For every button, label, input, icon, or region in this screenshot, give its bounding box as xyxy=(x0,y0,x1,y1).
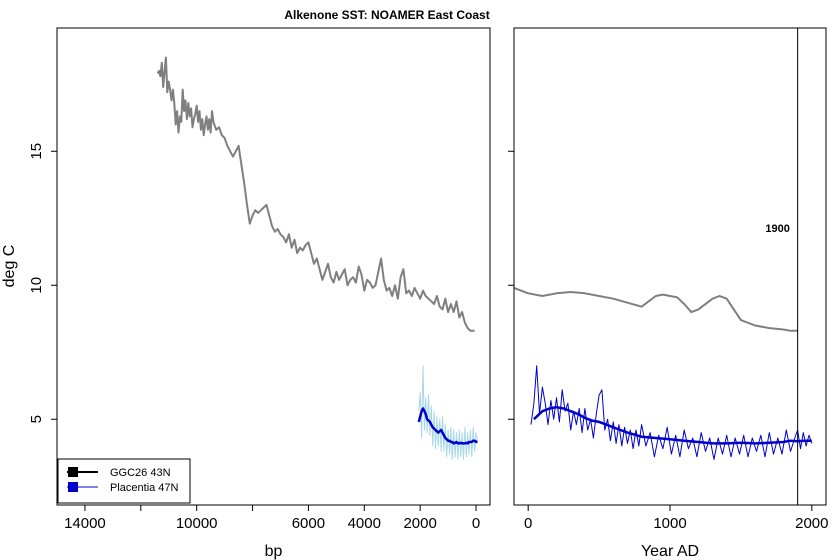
legend-box xyxy=(57,458,191,504)
legend: GGC26 43N Placentia 47N xyxy=(57,458,191,504)
y-tick-label: 5 xyxy=(28,415,45,423)
x-tick-label: 0 xyxy=(524,515,532,532)
legend-swatch xyxy=(68,482,78,492)
x-tick-label: 14000 xyxy=(64,515,106,532)
x-tick-label: 2000 xyxy=(403,515,436,532)
panel-right-year: 1900 0 1000 2000 Year AD xyxy=(508,27,829,560)
x-tick-label: 2000 xyxy=(795,515,828,532)
x-tick-label: 4000 xyxy=(348,515,381,532)
y-tick-label: 15 xyxy=(28,143,45,160)
x-axis-label: Year AD xyxy=(641,543,699,560)
legend-swatch xyxy=(68,467,78,477)
y-axis-label: deg C xyxy=(1,245,18,288)
chart-title: Alkenone SST: NOAMER East Coast xyxy=(284,8,489,22)
legend-label: GGC26 43N xyxy=(110,467,171,479)
series-line-ggc26-43n-gray xyxy=(514,286,798,332)
x-axis-label: bp xyxy=(265,543,283,560)
plot-frame xyxy=(56,27,491,506)
series-line-placentia-47n-smoothed xyxy=(533,405,812,445)
x-tick-label: 1000 xyxy=(653,515,686,532)
legend-label: Placentia 47N xyxy=(110,482,179,494)
panel-left-bp: 5 10 15 14000 10000 6000 4000 2000 0 bp xyxy=(28,27,491,560)
series-line-placentia-47n-smoothed xyxy=(417,407,479,445)
x-tick-label: 6000 xyxy=(292,515,325,532)
x-tick-label: 10000 xyxy=(176,515,218,532)
series-line-placentia-47n-raw xyxy=(530,365,813,460)
plot-frame xyxy=(513,27,827,506)
x-tick-label: 0 xyxy=(472,515,480,532)
series-line-ggc26-43n-gray xyxy=(156,56,475,332)
y-tick-label: 10 xyxy=(28,277,45,294)
annotation-1900: 1900 xyxy=(765,223,789,235)
series-line-placentia-47n-raw xyxy=(418,365,478,460)
